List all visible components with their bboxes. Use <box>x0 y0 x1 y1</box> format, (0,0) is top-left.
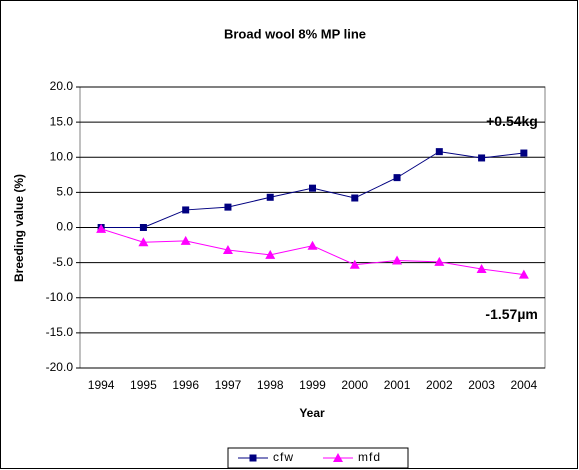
data-point <box>478 154 486 162</box>
data-point <box>520 149 528 157</box>
y-tick-label: -10.0 <box>46 290 74 304</box>
data-point <box>222 244 233 254</box>
data-point <box>180 235 191 245</box>
data-point <box>138 237 149 247</box>
x-tick-label: 1995 <box>130 378 157 392</box>
x-axis-label: Year <box>299 406 325 420</box>
x-tick-label: 1997 <box>215 378 242 392</box>
legend-label: cfw <box>273 450 294 464</box>
legend-marker <box>333 453 343 462</box>
y-tick-label: 5.0 <box>56 185 73 199</box>
y-tick-label: -5.0 <box>52 255 73 269</box>
data-point <box>307 240 318 250</box>
data-point <box>476 263 487 273</box>
x-tick-label: 2001 <box>384 378 411 392</box>
y-axis-label: Breeding value (%) <box>12 174 26 282</box>
y-tick-label: 15.0 <box>50 114 74 128</box>
data-point <box>266 193 274 201</box>
data-point <box>139 224 147 231</box>
data-point <box>265 249 276 259</box>
x-tick-label: 1998 <box>257 378 284 392</box>
data-point <box>182 206 190 214</box>
legend-label: mfd <box>358 450 381 464</box>
data-point <box>435 148 443 156</box>
data-point <box>392 255 403 265</box>
legend-marker <box>249 454 257 462</box>
x-tick-label: 2004 <box>511 378 538 392</box>
data-point <box>224 203 232 211</box>
x-tick-label: 1994 <box>88 378 115 392</box>
y-tick-label: 0.0 <box>56 220 73 234</box>
data-point <box>309 184 316 192</box>
y-tick-label: -15.0 <box>46 325 74 339</box>
y-tick-label: 20.0 <box>50 79 74 93</box>
x-tick-label: 1999 <box>299 378 326 392</box>
y-tick-label: 10.0 <box>50 149 74 163</box>
x-tick-label: 1996 <box>172 378 199 392</box>
data-point <box>518 269 529 279</box>
y-tick-label: -20.0 <box>46 360 74 374</box>
x-tick-label: 2000 <box>341 378 368 392</box>
data-point <box>393 174 401 182</box>
annotation: -1.57µm <box>485 306 537 322</box>
data-point <box>349 259 360 269</box>
chart-title: Broad wool 8% MP line <box>224 26 366 41</box>
data-point <box>96 223 107 233</box>
x-tick-label: 2002 <box>426 378 453 392</box>
data-point <box>434 256 445 266</box>
annotation: +0.54kg <box>486 113 538 129</box>
data-point <box>351 194 359 202</box>
legend <box>227 447 409 469</box>
x-tick-label: 2003 <box>468 378 495 392</box>
